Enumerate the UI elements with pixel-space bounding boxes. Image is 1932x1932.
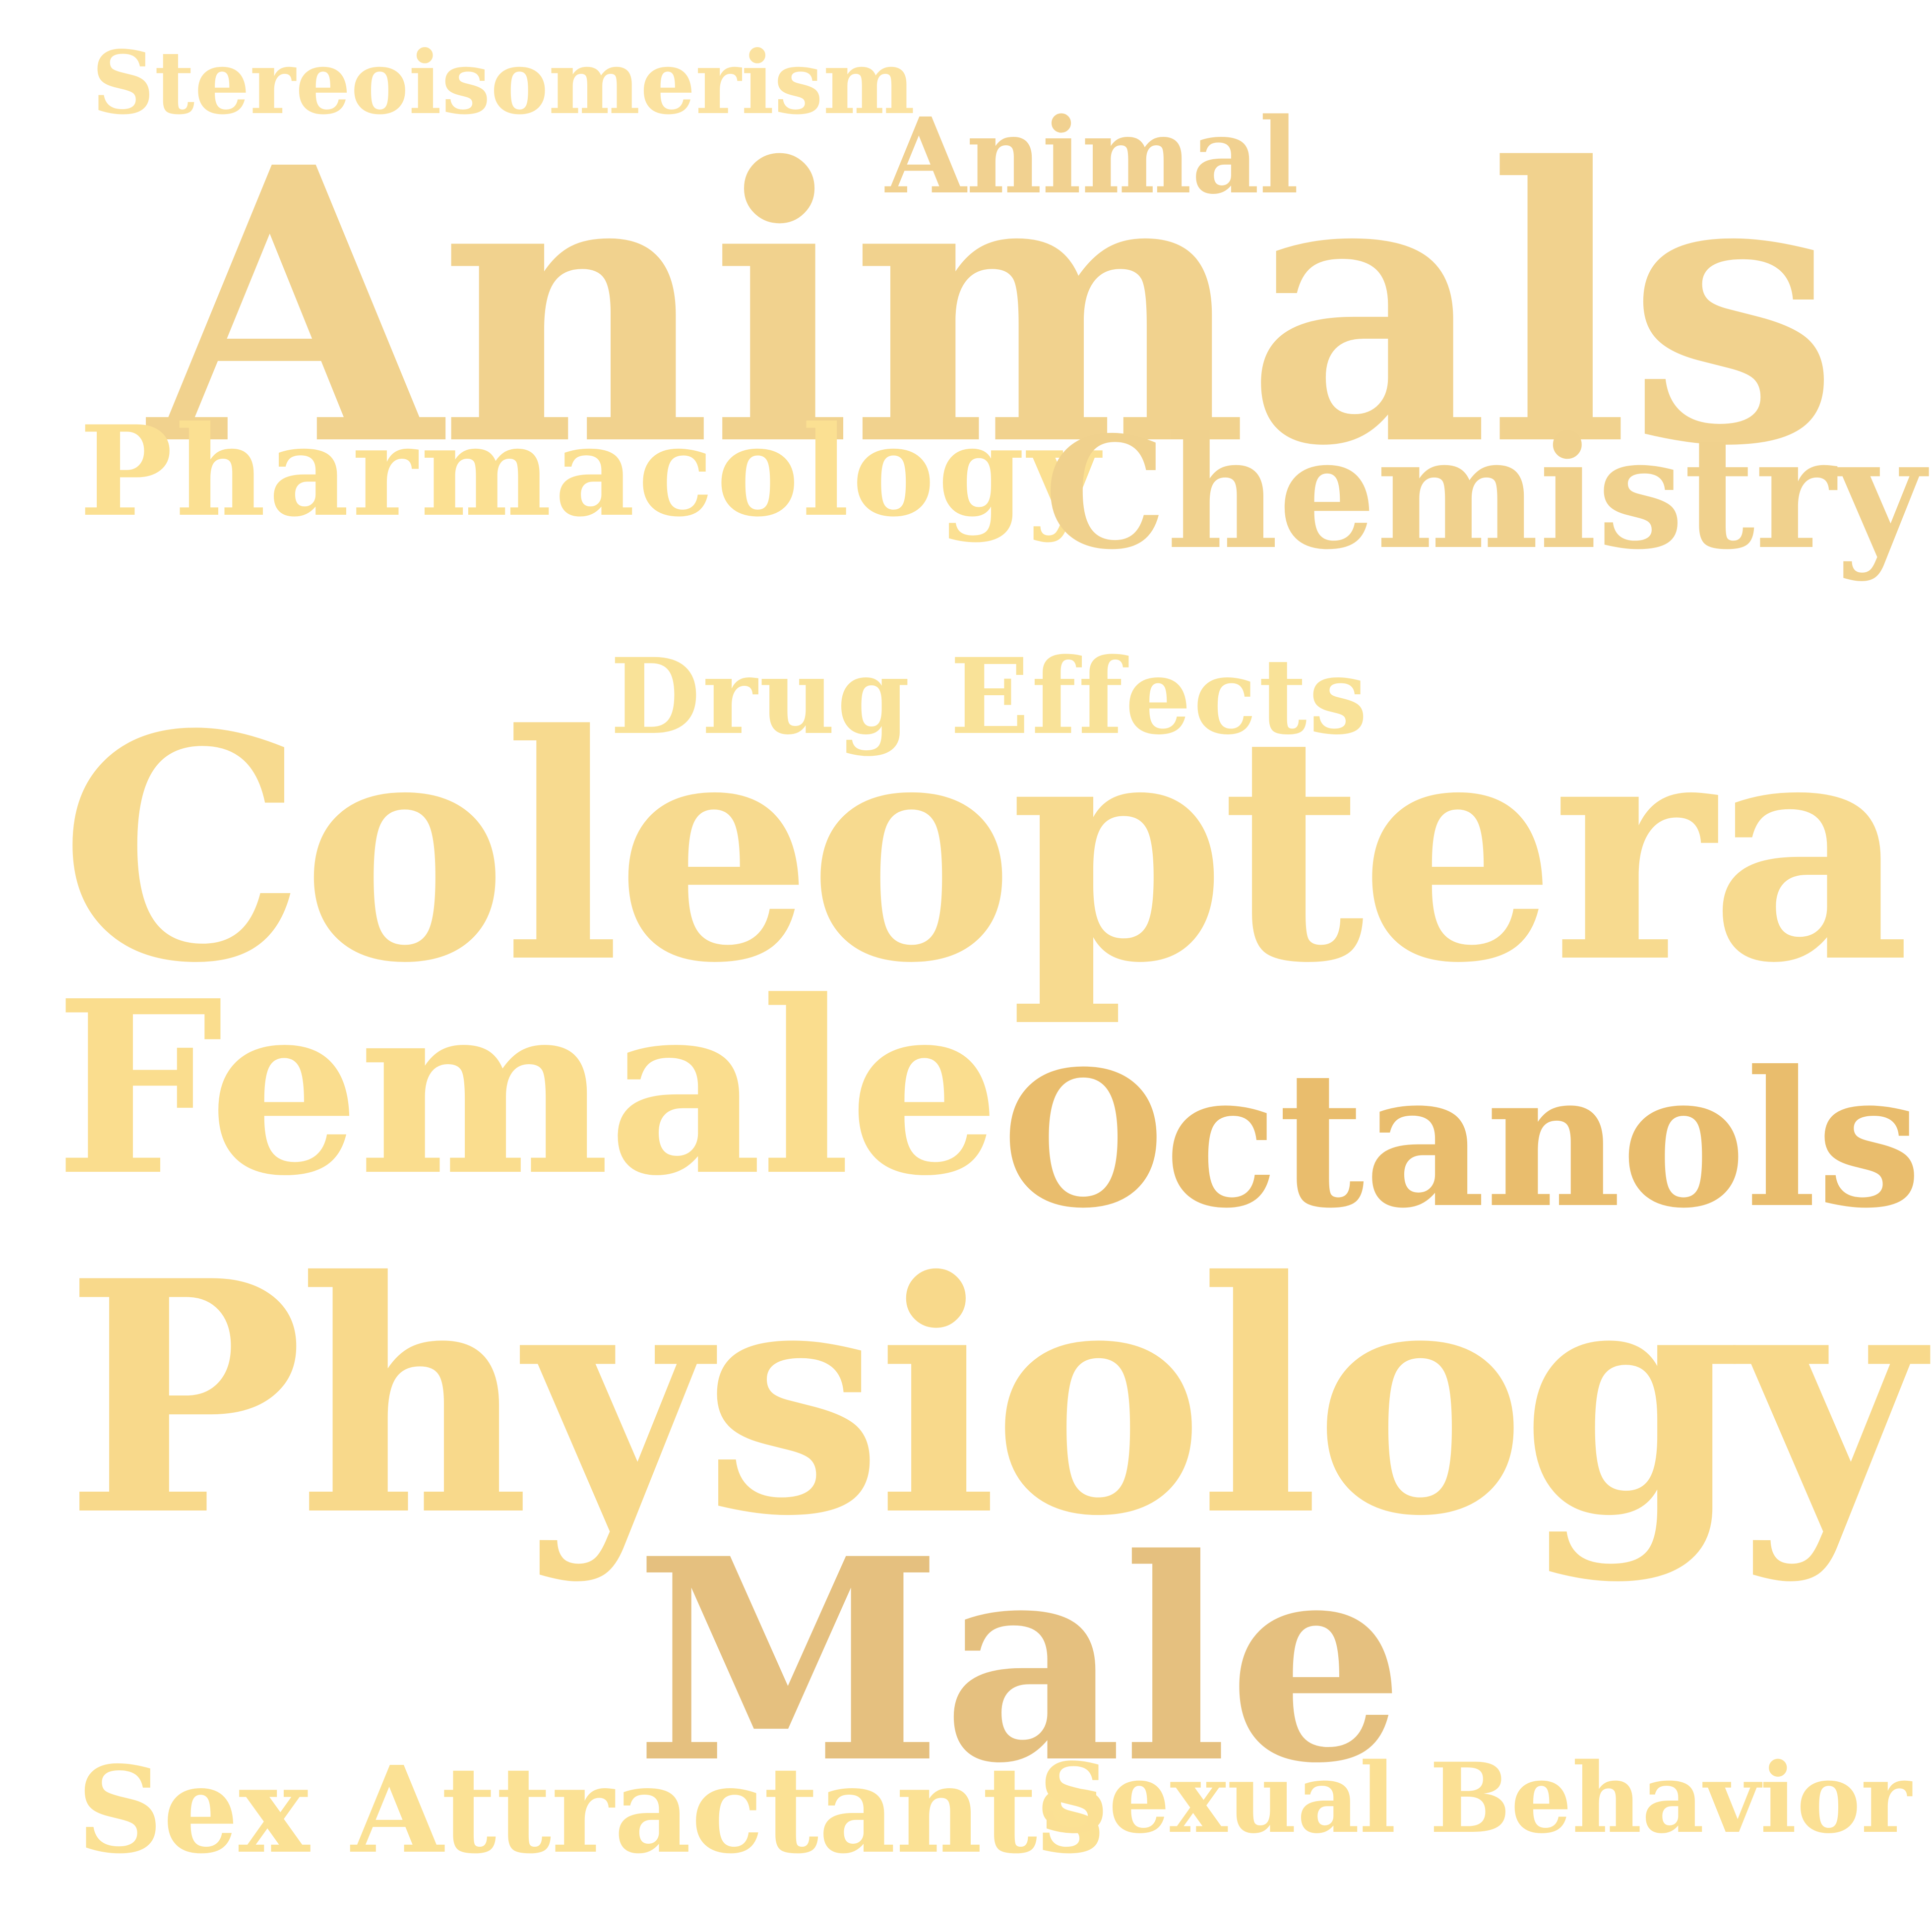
word-physiology: Physiology	[64, 1211, 1923, 1586]
word-animals: Animals	[149, 86, 1839, 529]
word-male: Male	[635, 1498, 1405, 1824]
word-stereoisomerism: Stereoisomerism	[92, 32, 915, 134]
word-sex-attractants: Sex Attractants	[77, 1740, 1105, 1880]
word-sexual-behavior: Sexual Behavior	[1039, 1742, 1912, 1855]
word-animal: Animal	[885, 95, 1299, 217]
word-female: Female	[55, 949, 1000, 1228]
word-coleoptera: Coleoptera	[60, 667, 1911, 1031]
word-chemistry: Chemistry	[1044, 403, 1926, 584]
word-octanols: Octanols	[1002, 1030, 1922, 1249]
word-pharmacology: Pharmacology	[79, 398, 1103, 544]
word-drug-effects: Drug Effects	[610, 635, 1370, 758]
